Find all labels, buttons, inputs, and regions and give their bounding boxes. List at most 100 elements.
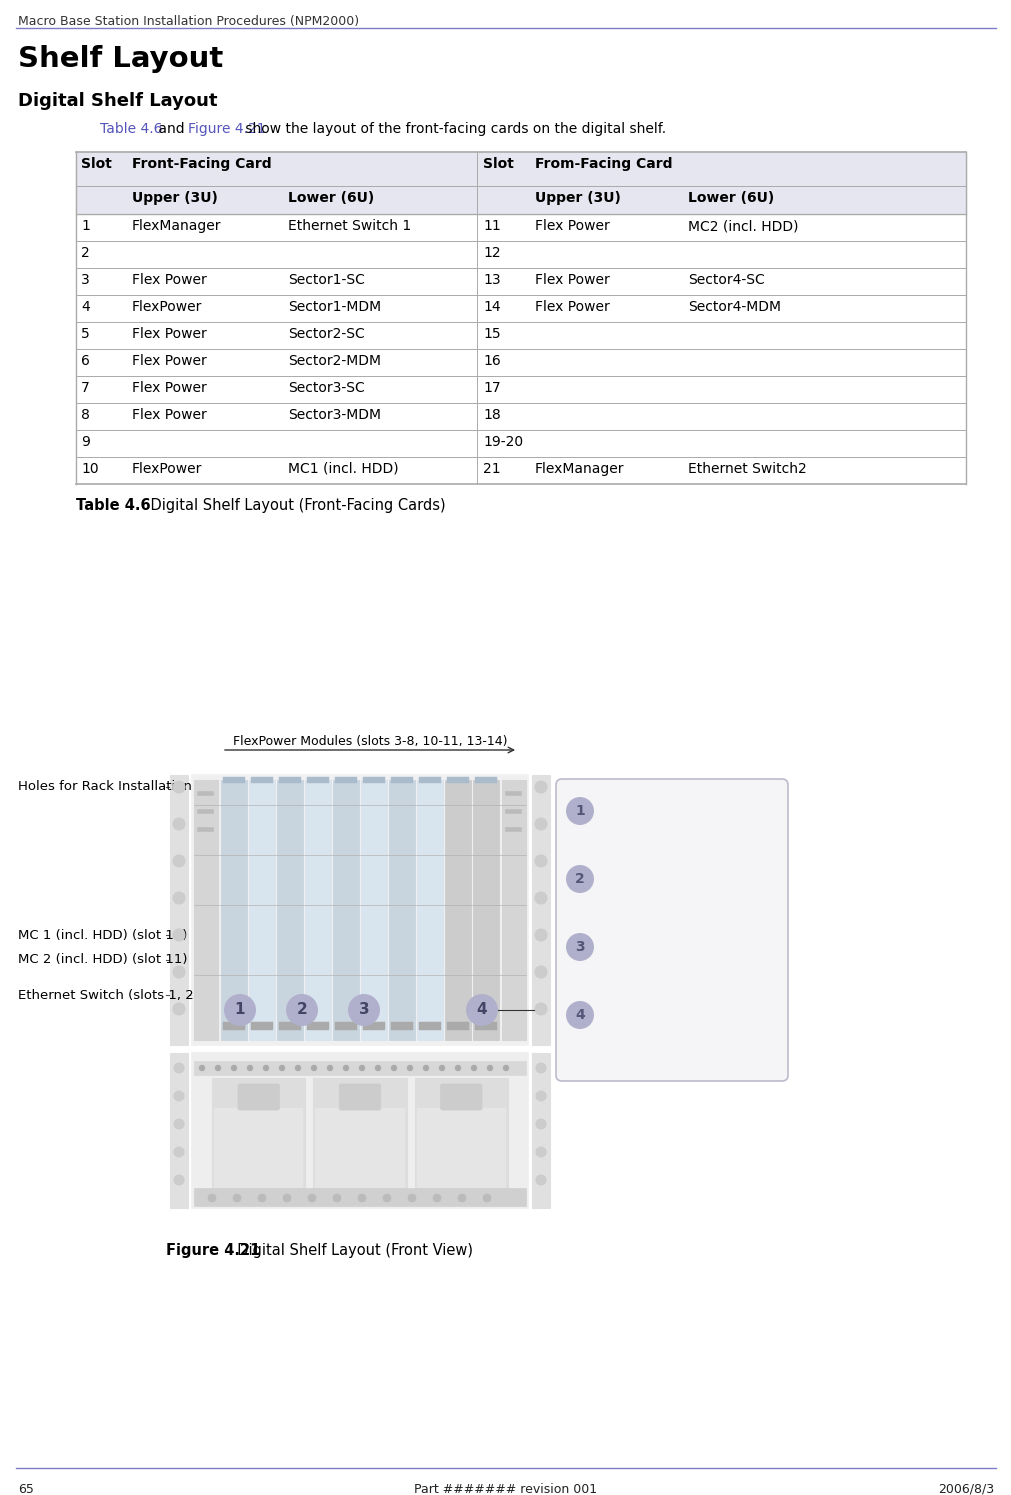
Text: FlexPower Modules (slots 3-8, 10-11, 13-14): FlexPower Modules (slots 3-8, 10-11, 13-…	[233, 736, 507, 748]
Circle shape	[199, 1066, 204, 1070]
Circle shape	[382, 1195, 390, 1202]
Circle shape	[208, 1195, 215, 1202]
FancyBboxPatch shape	[440, 1084, 481, 1109]
Circle shape	[232, 1066, 237, 1070]
Text: Sector 4 - MDM (slot 14): Sector 4 - MDM (slot 14)	[600, 1023, 751, 1036]
Circle shape	[535, 818, 547, 830]
Circle shape	[333, 1195, 341, 1202]
Circle shape	[535, 928, 547, 940]
Text: and: and	[154, 123, 189, 136]
Text: MC1 (incl. HDD): MC1 (incl. HDD)	[288, 462, 398, 475]
Bar	[474, 777, 496, 783]
Circle shape	[173, 855, 185, 867]
Circle shape	[358, 1195, 366, 1202]
Circle shape	[174, 1175, 184, 1186]
Bar	[306, 777, 329, 783]
Text: FlexManager: FlexManager	[535, 462, 624, 475]
Text: Upper (3U): Upper (3U)	[535, 191, 621, 205]
Circle shape	[407, 1195, 416, 1202]
Text: 1: 1	[81, 218, 90, 233]
Text: Flex Power: Flex Power	[131, 381, 206, 395]
Bar	[419, 1023, 441, 1030]
Bar	[170, 1052, 188, 1208]
Text: 4: 4	[574, 1008, 584, 1023]
Text: Table 4.6: Table 4.6	[100, 123, 163, 136]
Circle shape	[173, 1003, 185, 1015]
Circle shape	[455, 1066, 460, 1070]
Circle shape	[359, 1066, 364, 1070]
Circle shape	[279, 1066, 284, 1070]
Text: FlexPower: FlexPower	[131, 462, 202, 475]
Circle shape	[173, 966, 185, 978]
Circle shape	[565, 1002, 593, 1029]
Circle shape	[295, 1066, 300, 1070]
Bar	[213, 1108, 303, 1189]
Bar	[417, 780, 443, 1041]
Bar	[170, 774, 188, 1045]
Circle shape	[535, 966, 547, 978]
Bar	[388, 780, 415, 1041]
Circle shape	[536, 1118, 546, 1129]
Circle shape	[174, 1091, 184, 1100]
Text: Sector1-SC: Sector1-SC	[288, 274, 365, 287]
Text: 3: 3	[81, 274, 90, 287]
Text: Upper (3U): Upper (3U)	[131, 191, 217, 205]
Bar	[504, 809, 521, 813]
Text: Sector 1 - MDM (slot 4): Sector 1 - MDM (slot 4)	[600, 819, 743, 833]
Bar	[197, 791, 212, 795]
Circle shape	[433, 1195, 441, 1202]
Bar	[315, 1108, 404, 1189]
Circle shape	[263, 1066, 268, 1070]
Text: 10: 10	[81, 462, 98, 475]
Bar	[222, 777, 245, 783]
Circle shape	[439, 1066, 444, 1070]
Text: Shelf Layout: Shelf Layout	[18, 45, 223, 73]
Text: 11: 11	[482, 218, 500, 233]
Circle shape	[283, 1195, 291, 1202]
Bar	[76, 185, 966, 214]
Text: 12: 12	[482, 247, 500, 260]
Circle shape	[536, 1091, 546, 1100]
Circle shape	[328, 1066, 333, 1070]
FancyBboxPatch shape	[238, 1084, 279, 1109]
Circle shape	[536, 1063, 546, 1073]
Text: Sector3-SC: Sector3-SC	[288, 381, 364, 395]
Circle shape	[465, 994, 497, 1026]
Bar	[76, 268, 966, 295]
Text: 1: 1	[235, 1003, 245, 1018]
Text: 16: 16	[482, 354, 500, 368]
Circle shape	[423, 1066, 428, 1070]
Text: Slot: Slot	[81, 157, 112, 170]
Text: 2: 2	[296, 1003, 307, 1018]
Bar	[220, 780, 247, 1041]
Circle shape	[223, 994, 256, 1026]
Text: MC 1 (incl. HDD) (slot 10): MC 1 (incl. HDD) (slot 10)	[18, 928, 187, 942]
Text: Slot: Slot	[482, 157, 514, 170]
Bar	[313, 1078, 406, 1197]
Bar	[76, 241, 966, 268]
Bar	[277, 780, 302, 1041]
Text: 7: 7	[81, 381, 90, 395]
Circle shape	[536, 1147, 546, 1157]
Circle shape	[248, 1066, 253, 1070]
Circle shape	[535, 780, 547, 792]
Text: 8: 8	[81, 408, 90, 422]
Text: Lower (6U): Lower (6U)	[288, 191, 374, 205]
Circle shape	[482, 1195, 490, 1202]
Bar	[335, 777, 357, 783]
Circle shape	[173, 893, 185, 904]
Text: 65: 65	[18, 1483, 33, 1495]
Circle shape	[174, 1147, 184, 1157]
Bar	[251, 777, 273, 783]
Bar	[194, 1061, 526, 1075]
Text: show the layout of the front-facing cards on the digital shelf.: show the layout of the front-facing card…	[241, 123, 665, 136]
Text: 4: 4	[476, 1003, 487, 1018]
Bar	[415, 1078, 508, 1197]
Circle shape	[565, 866, 593, 893]
Text: Flex Power: Flex Power	[131, 354, 206, 368]
Circle shape	[286, 994, 317, 1026]
Text: Sector 2 - SC (slot 5): Sector 2 - SC (slot 5)	[600, 872, 729, 884]
Bar	[474, 1023, 496, 1030]
Circle shape	[233, 1195, 241, 1202]
Bar	[279, 777, 300, 783]
